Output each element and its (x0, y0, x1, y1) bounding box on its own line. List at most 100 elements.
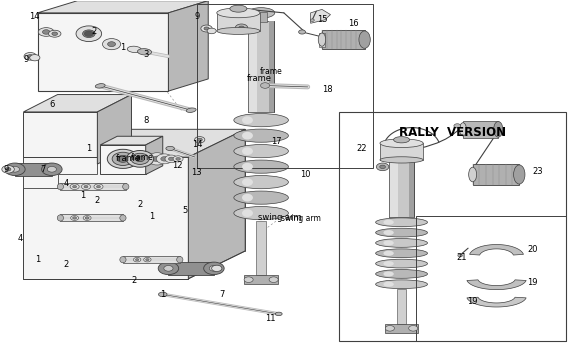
Ellipse shape (310, 19, 314, 21)
Ellipse shape (235, 24, 248, 32)
Ellipse shape (260, 83, 270, 88)
Ellipse shape (166, 146, 174, 150)
Ellipse shape (384, 240, 394, 246)
Polygon shape (168, 262, 214, 275)
Ellipse shape (57, 215, 63, 221)
Ellipse shape (201, 25, 212, 32)
Ellipse shape (376, 280, 428, 289)
Ellipse shape (247, 8, 275, 18)
Text: 6: 6 (49, 101, 55, 110)
Text: 23: 23 (533, 166, 543, 176)
Ellipse shape (156, 154, 173, 164)
Text: 20: 20 (527, 245, 538, 254)
Text: frame: frame (259, 67, 282, 76)
Ellipse shape (120, 215, 126, 221)
Ellipse shape (242, 163, 253, 171)
Text: 12: 12 (172, 161, 182, 170)
Bar (60, 185, 126, 188)
Ellipse shape (84, 185, 88, 188)
Ellipse shape (380, 157, 423, 163)
Text: 1: 1 (120, 43, 125, 52)
Text: frame: frame (116, 154, 141, 163)
Ellipse shape (57, 184, 63, 190)
Bar (249, 21, 257, 112)
Ellipse shape (176, 157, 180, 160)
Bar (217, 13, 260, 31)
Ellipse shape (494, 121, 503, 137)
Circle shape (203, 262, 224, 275)
Text: 3: 3 (143, 50, 148, 59)
Text: 10: 10 (300, 170, 310, 179)
Ellipse shape (158, 292, 167, 297)
Ellipse shape (376, 218, 428, 227)
Circle shape (10, 166, 19, 172)
Text: 2: 2 (63, 260, 69, 269)
Bar (269, 21, 274, 112)
Bar (60, 215, 123, 221)
Ellipse shape (242, 209, 253, 217)
Polygon shape (97, 95, 132, 164)
Ellipse shape (38, 28, 54, 36)
Text: 15: 15 (317, 15, 327, 24)
Ellipse shape (234, 129, 288, 142)
Text: 7: 7 (220, 290, 225, 299)
Polygon shape (467, 280, 526, 290)
Bar (249, 21, 274, 112)
Bar (123, 258, 180, 261)
Text: swing arm: swing arm (281, 214, 321, 223)
Circle shape (5, 163, 25, 176)
Ellipse shape (147, 153, 167, 165)
Circle shape (158, 262, 178, 275)
Circle shape (209, 266, 218, 271)
Text: 9: 9 (194, 12, 199, 21)
Ellipse shape (384, 230, 394, 235)
Circle shape (385, 326, 394, 331)
Ellipse shape (197, 138, 202, 141)
Text: 21: 21 (456, 253, 466, 262)
Ellipse shape (384, 251, 394, 256)
Polygon shape (23, 129, 245, 157)
Bar (197, 4, 373, 168)
Ellipse shape (2, 165, 14, 173)
Polygon shape (23, 95, 132, 112)
Ellipse shape (127, 150, 154, 167)
Text: 4: 4 (63, 179, 69, 188)
Bar (60, 183, 126, 190)
Ellipse shape (136, 259, 139, 261)
Ellipse shape (207, 28, 216, 34)
Circle shape (42, 163, 62, 176)
Ellipse shape (394, 136, 409, 143)
Text: 14: 14 (192, 140, 202, 149)
Ellipse shape (85, 217, 89, 219)
Ellipse shape (211, 265, 222, 272)
Ellipse shape (514, 165, 525, 184)
Ellipse shape (30, 54, 40, 61)
Polygon shape (470, 245, 523, 255)
Ellipse shape (234, 191, 288, 204)
Text: 5: 5 (183, 207, 188, 215)
Bar (255, 12, 267, 22)
Ellipse shape (234, 144, 288, 158)
Circle shape (84, 31, 93, 37)
Bar (60, 217, 123, 219)
Text: 8: 8 (143, 116, 148, 125)
Ellipse shape (275, 312, 282, 315)
Ellipse shape (137, 49, 152, 55)
Text: 1: 1 (149, 212, 154, 221)
Polygon shape (100, 145, 146, 174)
Ellipse shape (177, 257, 183, 263)
Ellipse shape (380, 165, 385, 169)
Ellipse shape (469, 167, 477, 182)
Ellipse shape (359, 31, 371, 48)
Ellipse shape (173, 156, 183, 162)
Text: 2: 2 (137, 200, 142, 209)
Ellipse shape (384, 220, 394, 225)
Circle shape (164, 266, 173, 271)
Text: 2: 2 (132, 276, 137, 285)
Ellipse shape (186, 108, 196, 112)
Ellipse shape (376, 259, 428, 268)
Text: frame: frame (247, 74, 272, 83)
Polygon shape (23, 157, 97, 188)
Ellipse shape (131, 153, 149, 164)
Ellipse shape (153, 156, 162, 162)
